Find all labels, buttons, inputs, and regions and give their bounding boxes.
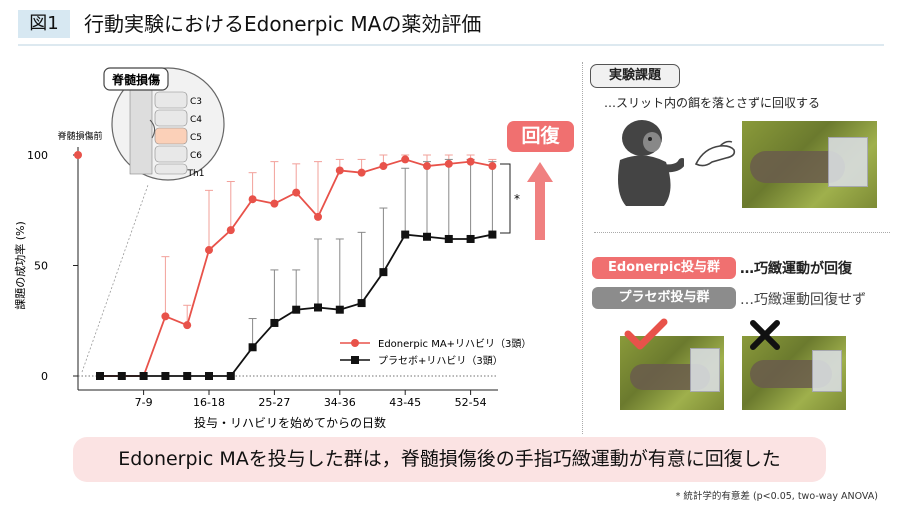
footnote: * 統計学的有意差 (p<0.05, two-way ANOVA) [675, 491, 878, 502]
data-point [401, 155, 410, 164]
header-divider [18, 44, 884, 46]
monkey-silhouette-icon [618, 120, 684, 206]
data-point [444, 159, 453, 168]
data-point [248, 195, 257, 204]
x-tick-label: 43-45 [389, 396, 421, 409]
data-point [226, 226, 235, 235]
y-tick-label: 100 [27, 149, 48, 162]
data-point [270, 199, 279, 208]
data-point [205, 372, 213, 380]
spine-labels: C3 C4 C5 C6 Th1 [187, 97, 205, 179]
y-tick-label: 50 [34, 260, 48, 273]
data-point [117, 372, 126, 380]
data-point [357, 168, 366, 177]
header: 図1 行動実験におけるEdonerpic MAの薬効評価 [0, 0, 900, 46]
data-point [379, 162, 388, 171]
spine-level-label: C4 [190, 115, 202, 125]
legend-marker [351, 339, 359, 347]
figure-label: 図1 [18, 10, 70, 38]
placebo-group-photo [742, 336, 846, 410]
placebo-group-badge: プラセボ投与群 [592, 287, 736, 309]
data-point [96, 372, 104, 380]
spine-level-label: C3 [190, 97, 202, 107]
baseline-label: 脊髄損傷前 [57, 130, 102, 142]
task-photo [742, 121, 877, 208]
data-point [335, 166, 344, 175]
data-point [183, 321, 192, 330]
x-axis-title: 投与・リハビリを始めてからの日数 [194, 415, 386, 430]
data-point [314, 212, 322, 221]
data-point [226, 372, 235, 380]
drug-group-result: …巧緻運動が回復 [740, 261, 852, 277]
data-point [292, 305, 301, 314]
data-point [357, 299, 366, 308]
data-point [292, 188, 301, 197]
task-description: …スリット内の餌を落とさずに回収する [604, 96, 821, 110]
chart-labels: 0 50 100 7-9 16-18 25-27 34-36 43-45 52-54 投与・リハビ… [13, 130, 531, 430]
data-point [488, 162, 497, 171]
legend-label: Edonerpic MA+リハビリ（3頭） [378, 338, 531, 350]
up-arrow-icon [527, 162, 553, 240]
data-point [401, 230, 410, 239]
significance-bracket [500, 163, 511, 234]
baseline-point [74, 151, 82, 159]
spine-level-label: C6 [190, 151, 202, 161]
cross-mark-icon [750, 320, 780, 350]
y-axis-title: 課題の成功率 (%) [13, 221, 27, 310]
data-point [270, 318, 279, 327]
data-point [205, 246, 213, 255]
spine-illustration-icon [81, 67, 225, 373]
significance-marker: * [514, 192, 520, 206]
legend-marker [351, 356, 359, 364]
conclusion-banner: Edonerpic MAを投与した群は，脊髄損傷後の手指巧緻運動が有意に回復した [73, 437, 826, 482]
success-rate-chart: 0 50 100 7-9 16-18 25-27 34-36 43-45 52-54 投与・リハビ… [13, 67, 553, 430]
error-bars [161, 154, 497, 348]
data-point [161, 372, 170, 380]
data-point [335, 305, 344, 314]
spine-level-label: Th1 [187, 169, 205, 179]
spine-level-label: C5 [190, 133, 202, 143]
x-tick-label: 16-18 [193, 396, 225, 409]
data-point [444, 234, 453, 243]
series-markers [74, 151, 497, 380]
data-point [161, 312, 170, 321]
data-point [423, 232, 431, 241]
data-point [423, 162, 431, 171]
data-point [139, 372, 148, 380]
data-point [248, 343, 257, 352]
data-point [314, 303, 322, 312]
data-point [488, 230, 497, 239]
page-title: 行動実験におけるEdonerpic MAの薬効評価 [84, 12, 482, 36]
data-point [466, 157, 475, 166]
panel-divider-horizontal [594, 232, 890, 233]
y-tick-label: 0 [41, 370, 48, 383]
drug-group-photo [620, 336, 724, 410]
task-tag: 実験課題 [590, 64, 680, 88]
legend-label: プラセボ+リハビリ（3頭） [378, 355, 503, 367]
x-tick-label: 52-54 [455, 396, 487, 409]
x-tick-label: 25-27 [258, 396, 290, 409]
x-tick-label: 34-36 [324, 396, 356, 409]
data-point [379, 268, 388, 277]
spine-tag [103, 67, 169, 91]
recovery-label: 回復 [507, 121, 574, 152]
hand-reach-icon [694, 140, 736, 167]
panel-divider-vertical [582, 62, 583, 434]
placebo-group-result: …巧緻運動回復せず [740, 292, 866, 308]
spine-tag-label: 脊髄損傷 [111, 72, 160, 87]
data-point [183, 372, 192, 380]
check-mark-icon [624, 318, 668, 350]
data-point [466, 234, 475, 243]
x-tick-label: 7-9 [135, 396, 153, 409]
drug-group-badge: Edonerpic投与群 [592, 257, 736, 279]
